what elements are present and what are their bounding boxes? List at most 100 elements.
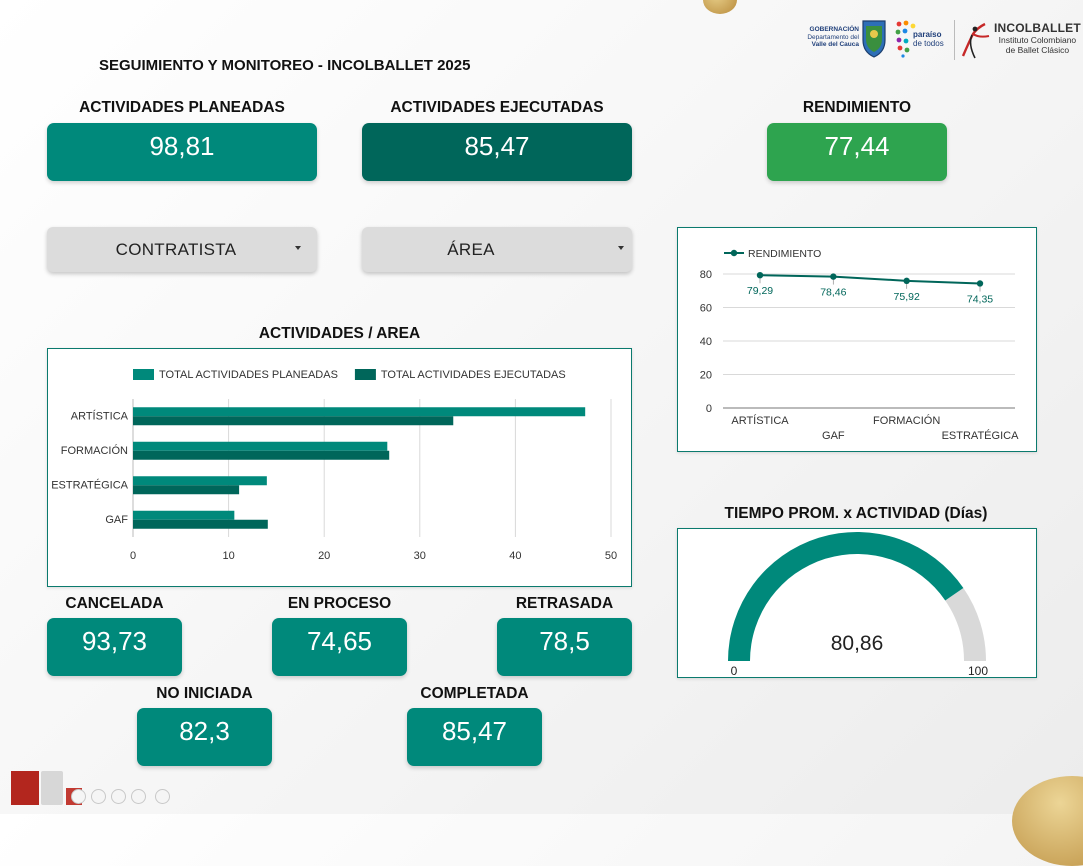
share-icon[interactable] [131, 789, 146, 804]
status-retrasada-card: 78,5 [497, 618, 632, 676]
header-logos: GOBERNACIÓN Departamento del Valle del C… [805, 18, 1081, 68]
status-no-iniciada-label: NO INICIADA [156, 685, 253, 702]
certification-badge [11, 771, 39, 805]
status-cancelada-label: CANCELADA [65, 595, 164, 612]
print-icon[interactable] [111, 789, 126, 804]
kpi-planeadas-value: 98,81 [149, 131, 215, 161]
legend-swatch [133, 369, 154, 380]
y-tick-label: 60 [700, 303, 712, 315]
area-dropdown[interactable]: ÁREA [362, 227, 632, 272]
y-tick-label: 20 [700, 370, 712, 382]
x-tick-label: 0 [130, 550, 136, 562]
bar-chart-title: ACTIVIDADES / AREA [258, 325, 421, 342]
logo-divider [954, 20, 955, 60]
page-title: SEGUIMIENTO Y MONITOREO - INCOLBALLET 20… [99, 57, 471, 74]
area-dropdown-label: ÁREA [447, 239, 495, 259]
gauge-remaining-arc [945, 588, 986, 661]
kpi-ejecutadas-card: 85,47 [362, 123, 632, 181]
kpi-planeadas-card: 98,81 [47, 123, 317, 181]
gobernacion-logo-text: GOBERNACIÓN Departamento del Valle del C… [807, 26, 859, 48]
paraiso-logo-icon [895, 20, 916, 58]
category-label: FORMACIÓN [61, 444, 128, 457]
pages-icon[interactable] [71, 789, 86, 804]
data-label: 74,35 [967, 293, 993, 305]
bar [133, 485, 240, 495]
x-tick-label: 20 [318, 550, 330, 562]
legend-label: RENDIMIENTO [748, 248, 821, 260]
gauge-max-label: 100 [968, 664, 988, 677]
y-tick-label: 80 [700, 269, 712, 281]
gauge-chart: 80,86 0 100 [728, 532, 988, 678]
category-label: ESTRATÉGICA [51, 478, 128, 491]
status-completada-value: 85,47 [441, 716, 508, 746]
category-label: GAF [105, 514, 128, 526]
kpi-rendimiento-card: 77,44 [767, 123, 947, 181]
search-icon[interactable] [91, 789, 106, 804]
paraiso-logo-text: paraíso de todos [913, 30, 944, 48]
kpi-rendimiento-label: RENDIMIENTO [802, 99, 912, 116]
legend-marker [730, 249, 738, 257]
category-label: ARTÍSTICA [71, 409, 129, 422]
status-cancelada-card: 93,73 [47, 618, 182, 676]
status-completada-card: 85,47 [407, 708, 542, 766]
status-no-iniciada-card: 82,3 [137, 708, 272, 766]
data-point [756, 271, 764, 279]
data-label: 75,92 [894, 291, 920, 303]
incolballet-logo-text: INCOLBALLET Instituto Colombiano de Ball… [994, 21, 1081, 55]
status-en-proceso-value: 74,65 [306, 626, 373, 656]
bar [133, 510, 235, 520]
gauge-min-label: 0 [731, 664, 738, 677]
gauge-value-label: 80,86 [831, 632, 884, 655]
status-retrasada-label: RETRASADA [515, 595, 614, 612]
data-label: 78,46 [820, 287, 846, 299]
bar-chart: TOTAL ACTIVIDADES PLANEADAS TOTAL ACTIVID… [51, 369, 617, 562]
data-point [976, 280, 984, 287]
y-tick-label: 0 [706, 403, 712, 415]
bar [133, 407, 586, 417]
x-tick-label: ARTÍSTICA [731, 414, 789, 427]
x-tick-label: 10 [222, 550, 234, 562]
line-chart: RENDIMIENTO 0 20 40 60 80 ARTÍSTICA GAF FORMACIÓ… [700, 248, 1019, 442]
gauge-value-arc [728, 532, 964, 661]
bar [133, 519, 268, 529]
legend-label: TOTAL ACTIVIDADES EJECUTADAS [381, 369, 566, 381]
data-point [830, 273, 837, 280]
x-tick-label: 40 [509, 550, 521, 562]
kpi-planeadas-label: ACTIVIDADES PLANEADAS [79, 99, 285, 116]
gold-decoration-top [703, 0, 737, 14]
dancer-icon [961, 22, 990, 59]
chevron-down-icon [295, 246, 301, 250]
gold-decoration-bottom [1012, 776, 1083, 866]
shield-icon [862, 20, 886, 58]
series-line [759, 274, 981, 285]
status-no-iniciada-value: 82,3 [179, 716, 230, 746]
chevron-down-icon [618, 246, 624, 250]
data-point [903, 277, 910, 285]
x-tick-label: ESTRATÉGICA [942, 429, 1019, 442]
certification-seal [41, 771, 63, 805]
line-chart-panel: RENDIMIENTO 0 20 40 60 80 ARTÍSTICA GAF FORMACIÓ… [677, 227, 1037, 452]
gauge-title: TIEMPO PROM. x ACTIVIDAD (Días) [724, 505, 988, 522]
bar [133, 416, 454, 426]
gauge-panel: 80,86 0 100 [677, 528, 1037, 678]
contratista-dropdown[interactable]: CONTRATISTA [47, 227, 317, 272]
bar [133, 450, 390, 460]
data-label: 79,29 [747, 285, 773, 297]
kpi-ejecutadas-value: 85,47 [464, 131, 530, 161]
kpi-ejecutadas-label: ACTIVIDADES EJECUTADAS [390, 99, 604, 116]
status-en-proceso-label: EN PROCESO [287, 595, 392, 612]
x-tick-label: 30 [414, 550, 426, 562]
status-cancelada-value: 93,73 [81, 626, 148, 656]
kpi-rendimiento-value: 77,44 [824, 131, 890, 161]
bar-chart-panel: TOTAL ACTIVIDADES PLANEADAS TOTAL ACTIVID… [47, 348, 632, 587]
status-completada-label: COMPLETADA [420, 685, 529, 702]
contratista-dropdown-label: CONTRATISTA [115, 239, 237, 259]
x-tick-label: 50 [605, 550, 617, 562]
more-icon[interactable] [155, 789, 170, 804]
status-en-proceso-card: 74,65 [272, 618, 407, 676]
bar [133, 441, 388, 451]
bar [133, 476, 267, 486]
x-tick-label: GAF [822, 430, 845, 442]
legend-swatch [354, 369, 376, 380]
status-retrasada-value: 78,5 [539, 626, 590, 656]
